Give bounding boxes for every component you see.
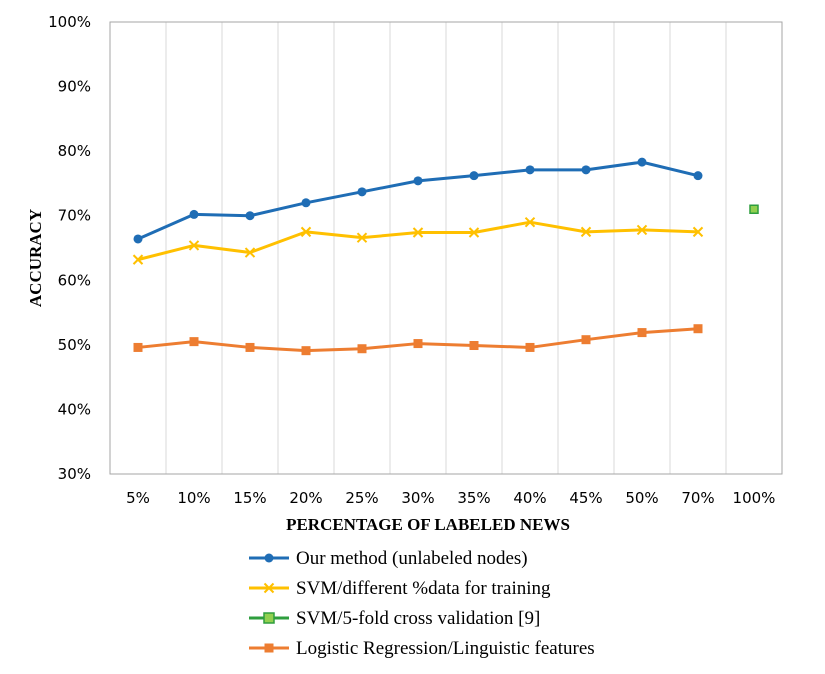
x-tick-label: 35% <box>457 489 490 507</box>
x-tick-label: 50% <box>625 489 658 507</box>
data-point <box>245 211 255 221</box>
data-point <box>581 335 591 345</box>
data-point <box>188 240 200 251</box>
legend-label: Our method (unlabeled nodes) <box>296 548 528 569</box>
x-tick-label: 45% <box>569 489 602 507</box>
y-tick-label: 80% <box>58 142 91 160</box>
x-tick-label: 100% <box>733 489 776 507</box>
data-point <box>749 204 759 215</box>
data-point <box>300 226 312 238</box>
y-tick-label: 50% <box>58 336 91 354</box>
series-group <box>132 216 704 265</box>
data-point <box>469 171 479 181</box>
data-point <box>245 342 255 352</box>
x-axis-ticks: 5% 10% 15% 20% 25% 30% 35% 40% 45% 50% 70% 100% <box>126 489 775 507</box>
series-lines <box>132 157 759 356</box>
data-point <box>133 234 143 244</box>
legend: Our method (unlabeled nodes) SVM/differen… <box>249 548 595 659</box>
legend-label: SVM/different %data for training <box>296 578 551 599</box>
legend-label: SVM/5-fold cross validation [9] <box>296 608 540 629</box>
y-tick-label: 60% <box>58 271 91 289</box>
legend-entry: SVM/different %data for training <box>249 578 551 599</box>
y-tick-label: 40% <box>58 400 91 418</box>
x-tick-label: 15% <box>233 489 266 507</box>
grid-lines <box>165 22 727 474</box>
data-point <box>581 165 591 175</box>
legend-marker <box>263 582 275 594</box>
legend-entry: Logistic Regression/Linguistic features <box>249 638 595 659</box>
data-point <box>693 171 703 181</box>
x-axis-title: PERCENTAGE OF LABELED NEWS <box>286 515 570 534</box>
data-point <box>637 157 647 167</box>
data-point <box>692 226 704 238</box>
data-point <box>637 328 647 338</box>
series-group <box>749 204 759 215</box>
data-point <box>580 226 592 238</box>
y-axis-ticks: 30% 40% 50% 60% 70% 80% 90% 100% <box>48 13 91 483</box>
data-point <box>524 216 536 228</box>
x-tick-label: 10% <box>177 489 210 507</box>
data-point <box>133 342 143 352</box>
series-group <box>133 324 703 356</box>
y-tick-label: 70% <box>58 207 91 225</box>
data-point <box>525 342 535 352</box>
data-point <box>413 176 423 186</box>
data-point <box>244 247 256 258</box>
legend-entry: SVM/5-fold cross validation [9] <box>249 608 540 629</box>
legend-entry: Our method (unlabeled nodes) <box>249 548 528 569</box>
y-tick-label: 100% <box>48 13 91 31</box>
y-tick-label: 90% <box>58 78 91 96</box>
legend-label: Logistic Regression/Linguistic features <box>296 638 595 659</box>
x-tick-label: 20% <box>289 489 322 507</box>
series-group <box>133 157 703 244</box>
data-point <box>469 341 479 351</box>
data-point <box>412 227 424 238</box>
legend-marker <box>264 643 274 653</box>
y-tick-label: 30% <box>58 465 91 483</box>
data-point <box>189 337 199 347</box>
x-tick-label: 30% <box>401 489 434 507</box>
data-point <box>357 187 367 197</box>
legend-marker <box>263 612 275 624</box>
data-point <box>301 198 311 208</box>
data-point <box>468 227 480 238</box>
data-point <box>525 165 535 175</box>
data-point <box>132 254 144 265</box>
x-tick-label: 70% <box>681 489 714 507</box>
x-tick-label: 5% <box>126 489 150 507</box>
x-tick-label: 25% <box>345 489 378 507</box>
x-tick-label: 40% <box>513 489 546 507</box>
legend-marker <box>264 553 274 563</box>
data-point <box>636 224 648 236</box>
data-point <box>356 232 368 243</box>
data-point <box>189 209 199 219</box>
data-point <box>693 324 703 334</box>
data-point <box>413 339 423 349</box>
y-axis-title: ACCURACY <box>26 209 45 307</box>
plot-area-border <box>109 21 783 475</box>
data-point <box>301 346 311 356</box>
data-point <box>357 344 367 354</box>
